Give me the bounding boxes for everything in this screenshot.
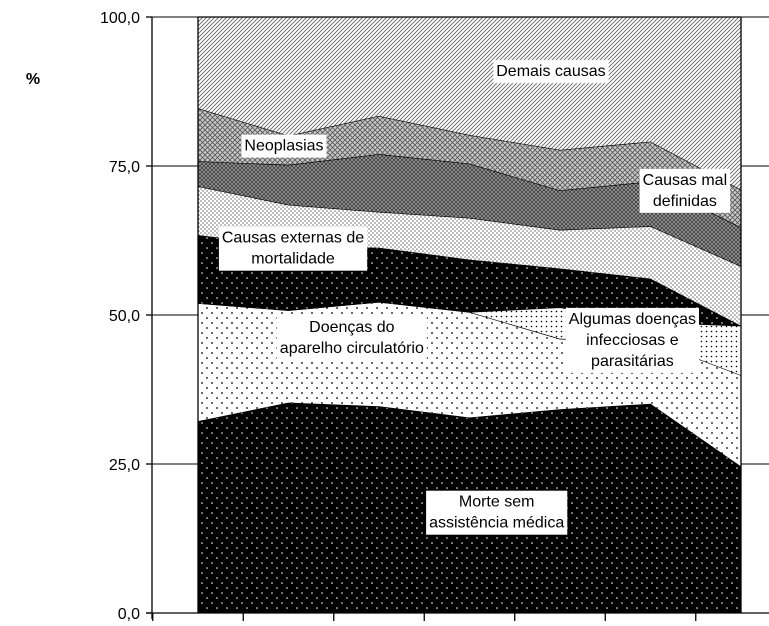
annotation-text: Doenças do — [309, 319, 394, 336]
y-tick-label: 0,0 — [118, 606, 140, 623]
annotation-text: Causas mal — [643, 172, 727, 189]
annotation-text: Demais causas — [496, 63, 605, 80]
y-tick-label: 100,0 — [100, 10, 140, 27]
annotation-label: Causas mal definidas — [639, 168, 731, 213]
y-tick-label: 75,0 — [109, 159, 140, 176]
annotation-text: Causas externas de — [222, 230, 364, 247]
annotation-label: Neoplasias — [241, 134, 327, 158]
area-layer-4 — [198, 186, 741, 326]
annotation-text: infecciosas e — [586, 332, 679, 349]
annotations: Demais causas Neoplasias Causas mal definid… — [218, 60, 731, 535]
y-tick-label: 25,0 — [109, 457, 140, 474]
annotation-text: Algumas doenças — [569, 311, 696, 328]
annotation-text: aparelho circulatório — [280, 340, 424, 357]
area-layer-5 — [198, 154, 741, 267]
area-layer-6 — [198, 108, 741, 228]
annotation-text: parasitárias — [591, 353, 674, 370]
annotation-text: definidas — [653, 193, 717, 210]
y-tick-label: 50,0 — [109, 308, 140, 325]
annotation-text: Morte sem — [459, 494, 535, 511]
annotation-text: Neoplasias — [244, 138, 323, 155]
annotation-label: Doenças do aparelho circulatório — [276, 316, 427, 361]
annotation-label: Morte sem assistência médica — [426, 490, 568, 535]
annotation-text: mortalidade — [251, 251, 335, 268]
annotation-label: Causas externas de mortalidade — [218, 226, 368, 271]
axes: 0,025,050,075,0100,020002001200220032004… — [100, 10, 769, 623]
annotation-label: Algumas doenças infecciosas e parasitárias — [565, 307, 699, 373]
annotation-label: Demais causas — [493, 60, 609, 84]
y-axis-label: % — [26, 71, 40, 88]
annotation-text: assistência médica — [429, 515, 564, 532]
